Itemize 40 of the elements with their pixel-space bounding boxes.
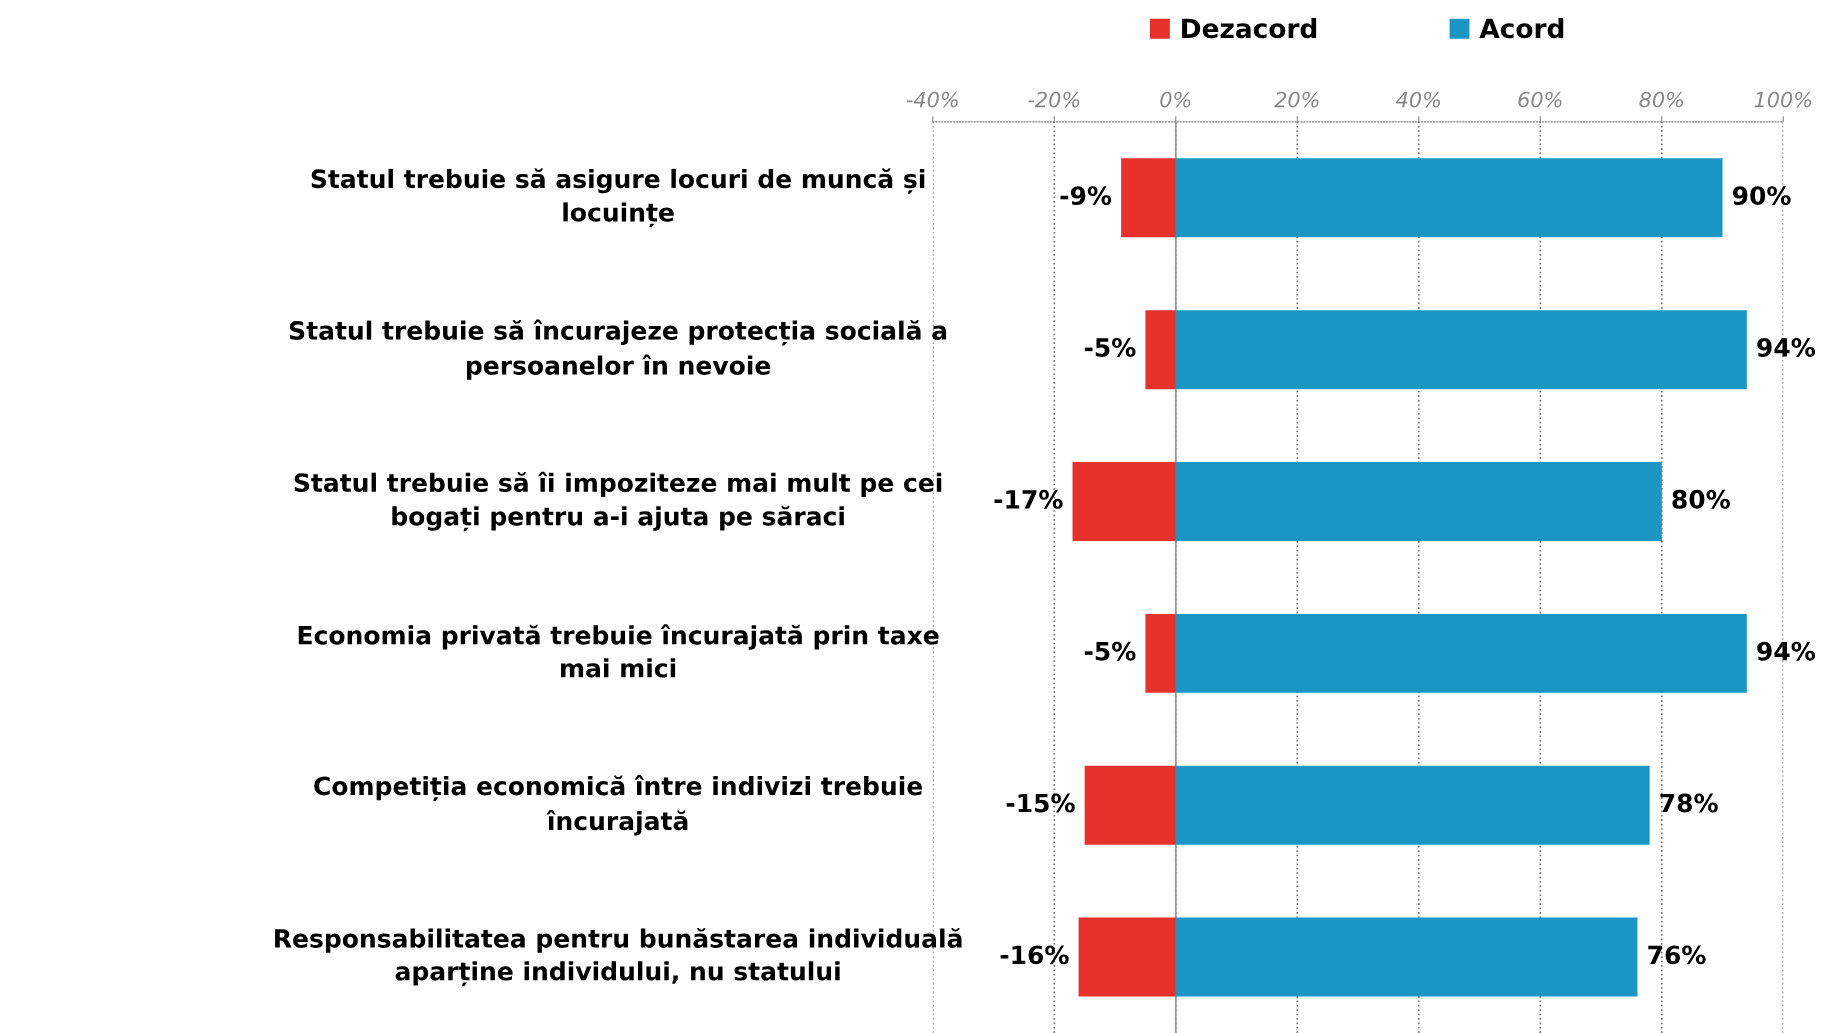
data-label: -9% — [1060, 186, 1112, 206]
data-label: 78% — [1660, 793, 1718, 813]
y-tick-label: Statul trebuie să îi impoziteze mai mult pe cei bogați pentru a-i ajuta pe săraci — [294, 471, 942, 532]
bar — [1175, 765, 1650, 845]
x-tick-label: -20% — [1028, 91, 1080, 108]
data-label: -16% — [1000, 945, 1069, 965]
bar — [1078, 917, 1176, 997]
data-label: -5% — [1084, 338, 1136, 357]
x-tick-label: 60% — [1518, 91, 1562, 108]
x-tick-label: 100% — [1754, 91, 1812, 108]
x-tick-label: -40% — [906, 91, 958, 108]
x-tick-label: 40% — [1396, 91, 1441, 108]
bar — [1175, 310, 1747, 390]
bar — [1175, 917, 1638, 997]
bar — [1175, 613, 1747, 693]
y-tick-label: Economia privată trebuie încurajată prin taxe mai mici — [298, 624, 939, 678]
y-tick-label: Responsabilitatea pentru bunăstarea individuală aparține individului, nu statului — [275, 927, 962, 987]
data-label: 76% — [1648, 945, 1706, 965]
bar — [1145, 613, 1176, 693]
data-label: 94% — [1757, 338, 1815, 357]
data-label: 94% — [1757, 641, 1815, 661]
bar — [1072, 462, 1176, 541]
data-label: 90% — [1732, 186, 1791, 206]
legend-label: Dezacord — [1182, 17, 1317, 39]
x-tick-label: 20% — [1274, 91, 1319, 108]
bar — [1084, 765, 1176, 845]
data-label: -15% — [1006, 793, 1075, 813]
x-tick-label: 0% — [1160, 91, 1191, 108]
bar — [1175, 462, 1662, 541]
y-tick-label: Competiția economică între indivizi trebuie încurajată — [314, 775, 923, 836]
bar — [1121, 158, 1176, 238]
bar — [1145, 310, 1176, 390]
bar — [1175, 158, 1723, 238]
x-tick-label: 80% — [1639, 91, 1684, 108]
data-label: 80% — [1672, 489, 1730, 509]
y-tick-label: Statul trebuie să asigure locuri de muncă și locuințe — [311, 168, 925, 228]
data-label: -5% — [1084, 641, 1136, 661]
legend-label: Acord — [1479, 17, 1564, 39]
data-label: -17% — [994, 489, 1063, 509]
y-tick-label: Statul trebuie să încurajeze protecția socială a persoanelor în nevoie — [289, 319, 947, 380]
